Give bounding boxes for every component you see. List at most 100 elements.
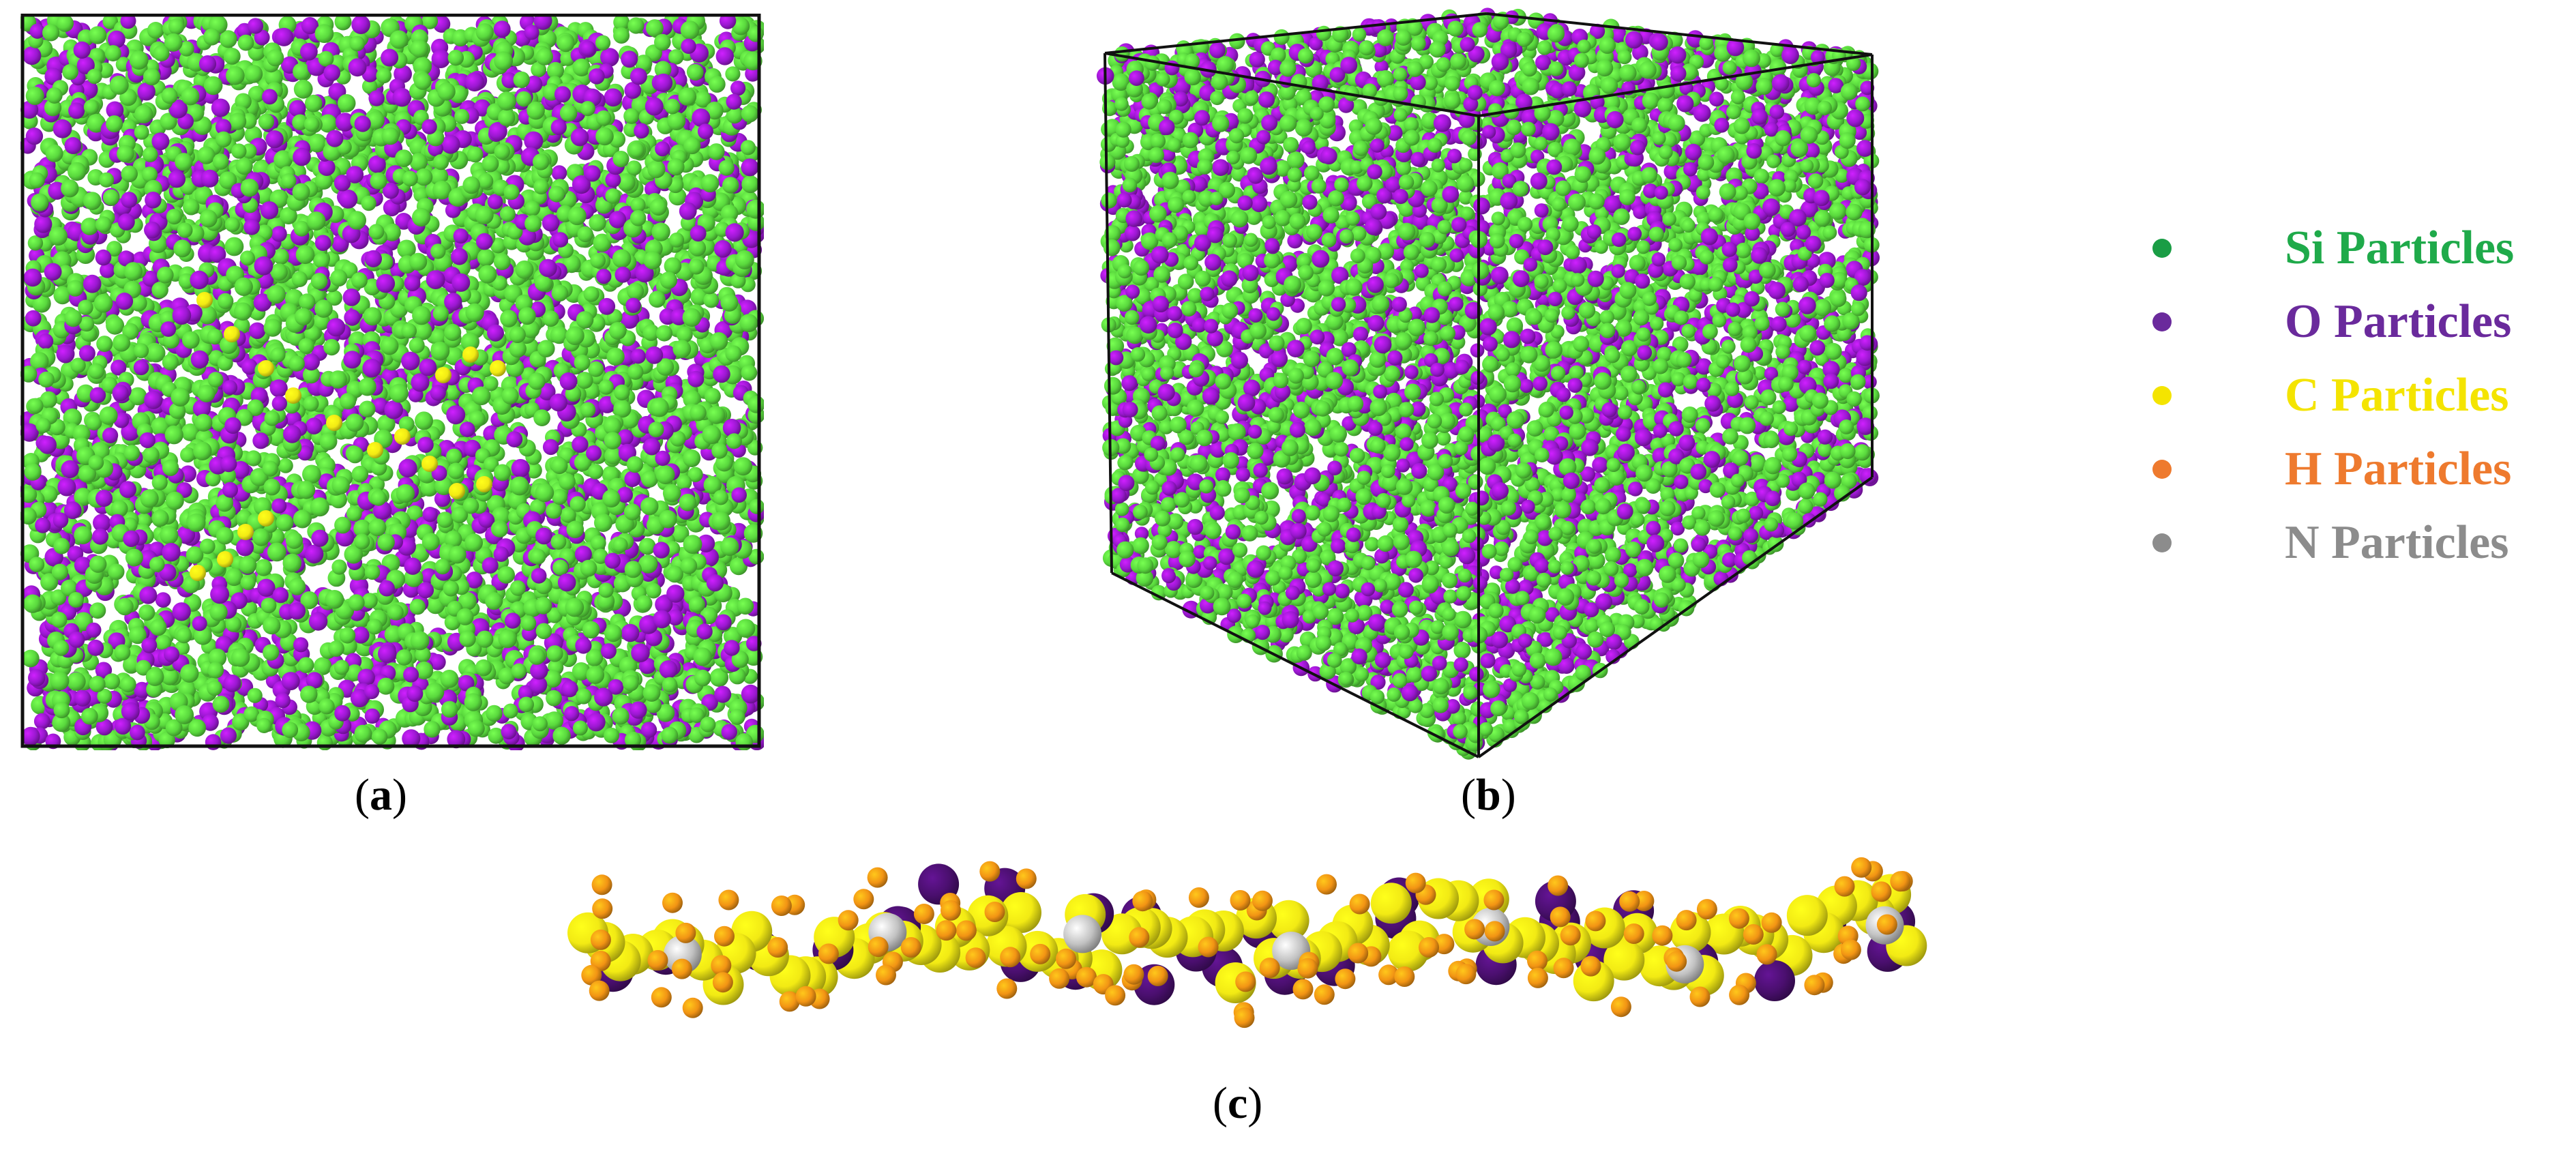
si-particle [606,347,625,366]
si-particle [40,573,59,591]
si-particle [612,537,628,553]
o-particle [61,460,79,479]
si-particle [328,640,344,657]
o-particle [417,582,434,599]
si-particle [467,720,485,737]
si-particle [224,217,240,233]
o-particle [501,724,517,740]
si-particle [225,568,243,587]
si-particle [334,516,351,534]
si-particle [78,464,97,483]
si-particle [48,226,68,246]
si-particle [627,364,644,380]
si-particle [110,500,128,518]
o-particle [28,669,46,687]
si-particle [70,357,86,373]
si-particle [640,497,659,516]
o-particle [63,501,82,520]
si-particle [436,512,454,528]
o-particle [447,730,466,749]
si-particle [518,307,536,325]
si-particle [310,273,328,290]
si-particle [595,127,614,146]
si-particle [203,76,223,95]
si-particle [106,316,125,335]
si-particle [677,475,692,490]
si-particle [703,476,722,494]
si-particle [708,76,726,93]
si-particle [737,597,754,615]
o-particle [381,48,399,67]
si-particle [444,323,462,341]
si-particle [310,497,329,517]
si-particle [444,614,461,631]
o-particle [168,99,188,119]
si-particle [623,108,640,124]
si-particle [325,590,344,609]
o-particle [102,427,119,444]
si-particle [661,726,679,744]
si-particle [106,115,123,133]
o-particle [419,358,437,376]
o-particle [271,226,287,242]
si-particle [371,728,388,745]
o-particle [530,662,548,680]
si-particle [38,371,55,388]
si-particle [361,78,378,94]
si-particle [659,509,677,529]
o-particle [222,380,238,396]
si-particle [401,323,417,339]
si-particle [179,41,194,57]
si-particle [476,630,494,648]
si-particle [164,426,183,445]
si-particle [533,179,549,194]
si-particle [623,503,641,520]
o-particle [653,542,670,559]
o-particle [192,399,211,418]
si-particle [366,619,383,635]
si-particle [478,265,497,284]
si-particle [52,713,71,733]
si-particle [162,353,179,371]
si-particle [624,731,642,748]
o-particle [25,128,44,145]
si-particle [583,286,599,302]
si-particle [158,731,175,749]
si-particle [515,260,534,279]
si-particle [726,106,743,124]
o-particle [362,359,381,378]
si-particle [293,79,313,99]
si-particle [23,594,42,613]
si-particle [469,410,486,428]
si-particle [612,249,632,269]
o-particle [134,681,150,698]
si-particle [323,339,340,356]
si-particle [263,617,281,635]
si-particle [314,24,334,43]
si-particle [346,446,364,464]
si-particle [53,537,70,554]
o-particle [351,15,370,34]
si-particle [642,324,660,341]
o-particle [615,267,632,283]
si-particle [50,589,67,606]
o-particle [25,310,42,327]
si-particle [662,484,681,503]
o-particle [190,350,209,369]
o-particle [518,685,534,700]
si-particle [278,458,293,473]
si-particle [116,597,134,616]
si-particle [364,564,381,580]
o-particle [202,713,219,731]
si-particle [308,134,327,153]
si-particle [546,690,562,707]
o-particle [679,202,697,220]
si-particle [535,48,554,65]
o-particle [713,240,732,258]
si-particle [646,19,664,38]
si-particle [694,669,711,687]
si-particle [451,506,469,524]
si-particle [157,266,174,284]
si-particle [197,385,216,402]
si-particle [280,207,297,225]
